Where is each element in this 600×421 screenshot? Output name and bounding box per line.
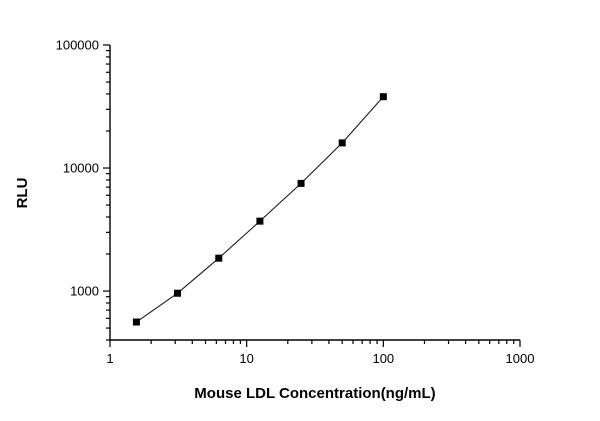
x-tick-label: 100 <box>372 351 394 366</box>
data-point-marker <box>297 179 305 187</box>
data-series <box>132 93 387 326</box>
y-tick-label: 100000 <box>56 38 99 53</box>
x-tick-label: 1 <box>106 351 113 366</box>
tick-labels: 1 10 100 1000 1000 10000 100000 <box>56 38 535 367</box>
data-point-marker <box>174 289 182 297</box>
data-point-marker <box>379 93 387 101</box>
data-point-marker <box>215 254 223 262</box>
tick-marks <box>103 44 521 347</box>
y-tick-label: 1000 <box>70 284 99 299</box>
data-point-marker <box>132 318 140 326</box>
data-point-marker <box>338 139 346 147</box>
y-tick-label: 10000 <box>63 161 99 176</box>
x-tick-label: 10 <box>239 351 253 366</box>
x-tick-label: 1000 <box>506 351 535 366</box>
data-point-marker <box>256 217 264 225</box>
axes <box>109 45 520 341</box>
x-axis-title: Mouse LDL Concentration(ng/mL) <box>194 385 435 402</box>
curve-line <box>136 96 384 323</box>
y-axis-title: RLU <box>14 178 31 209</box>
